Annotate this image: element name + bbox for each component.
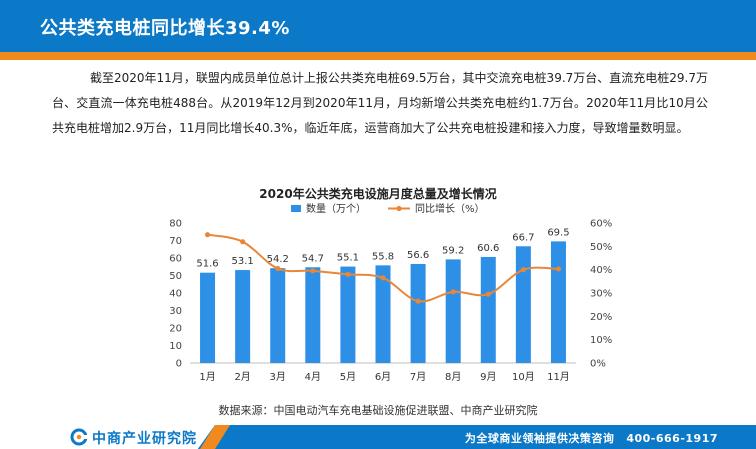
growth-point: [520, 267, 526, 273]
bar-value-label: 56.6: [407, 250, 429, 261]
growth-point: [450, 289, 456, 295]
x-tick-label: 8月: [445, 371, 461, 383]
x-tick-label: 5月: [340, 371, 356, 383]
footer-logo-panel: [0, 425, 215, 449]
page-title: 公共类充电桩同比增长39.4%: [40, 18, 290, 39]
legend-swatch-bar: [291, 205, 301, 212]
bar-value-label: 66.7: [512, 232, 534, 243]
bar: [305, 267, 321, 363]
bar-value-label: 59.2: [442, 245, 464, 256]
bar: [410, 263, 426, 363]
bar: [340, 266, 356, 363]
y-right-tick-label: 40%: [590, 265, 612, 276]
y-left-tick-label: 80: [169, 219, 182, 230]
y-right-tick-label: 60%: [590, 219, 612, 230]
header-bar: [0, 0, 756, 60]
y-left-tick-label: 40: [169, 289, 182, 300]
tagline-text: 为全球商业领袖提供决策咨询: [464, 432, 615, 445]
growth-point: [275, 265, 281, 272]
y-left-tick-label: 0: [176, 359, 182, 370]
x-tick-label: 2月: [234, 371, 250, 383]
x-tick-label: 6月: [375, 371, 391, 383]
x-tick-label: 9月: [480, 371, 496, 383]
logo-text: 中商产业研究院: [92, 431, 197, 447]
data-source: 数据来源：中国电动汽车充电基础设施促进联盟、中商产业研究院: [218, 404, 538, 417]
growth-point: [204, 232, 211, 238]
y-left-tick-label: 50: [169, 271, 182, 282]
bar-value-label: 55.1: [337, 253, 359, 264]
y-left-tick-label: 20: [169, 324, 182, 335]
bar-value-label: 69.5: [547, 227, 569, 238]
y-left-tick-label: 30: [169, 306, 182, 317]
x-tick-label: 3月: [270, 371, 286, 383]
x-tick-label: 7月: [410, 371, 426, 383]
bar-value-label: 55.8: [372, 251, 394, 262]
x-tick-label: 4月: [305, 371, 321, 383]
legend-swatch-marker: [396, 205, 402, 212]
y-right-tick-label: 30%: [590, 289, 612, 300]
phone-number: 400-666-1917: [626, 432, 718, 445]
bar: [375, 265, 391, 363]
bar: [200, 272, 216, 363]
bar: [550, 241, 566, 363]
y-left-tick-label: 60: [169, 254, 182, 265]
body-paragraph: 截至2020年11月，联盟内成员单位总计上报公共类充电桩69.5万台，其中交流充…: [52, 71, 708, 135]
legend-label-count: 数量（万个）: [306, 202, 366, 215]
y-right-tick-label: 10%: [590, 335, 612, 346]
bar: [480, 256, 496, 363]
growth-point: [485, 291, 491, 297]
x-tick-label: 10月: [512, 371, 535, 383]
chart-title: 2020年公共类充电设施月度总量及增长情况: [259, 187, 497, 201]
growth-point: [380, 275, 386, 281]
y-right-tick-label: 20%: [590, 312, 612, 323]
bar-value-label: 54.7: [302, 253, 324, 264]
x-tick-label: 1月: [199, 371, 215, 383]
y-right-tick-label: 0%: [590, 359, 606, 370]
bar: [270, 268, 286, 363]
growth-point: [240, 239, 246, 245]
bar-value-label: 51.6: [196, 259, 218, 270]
x-tick-label: 11月: [547, 371, 570, 383]
bar-value-label: 60.6: [477, 243, 499, 254]
y-left-tick-label: 70: [169, 236, 182, 247]
y-left-tick-label: 10: [169, 341, 182, 352]
bar: [515, 246, 531, 363]
bar: [235, 270, 251, 363]
y-right-tick-label: 50%: [590, 242, 612, 253]
legend-label-growth: 同比增长（%）: [415, 202, 485, 215]
bar-value-label: 54.2: [267, 254, 289, 265]
growth-point: [415, 298, 421, 304]
header-accent-stripe: [0, 52, 756, 60]
bar: [445, 259, 461, 363]
bar-value-label: 53.1: [232, 256, 254, 267]
footer-tagline: 为全球商业领袖提供决策咨询 400-666-1917: [465, 430, 718, 446]
growth-point: [345, 271, 351, 277]
logo-icon: [70, 428, 88, 446]
growth-point: [555, 266, 562, 272]
growth-point: [310, 268, 316, 274]
